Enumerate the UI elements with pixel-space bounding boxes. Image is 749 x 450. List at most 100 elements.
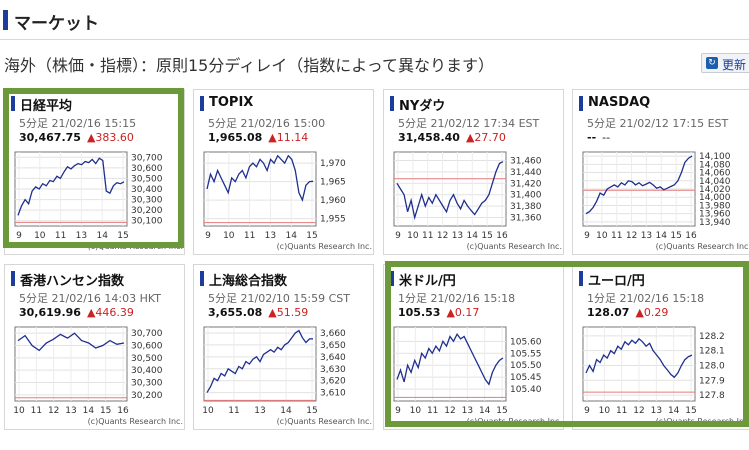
price-value: 105.53 — [398, 306, 441, 319]
x-tick-label: 12 — [626, 231, 637, 241]
x-tick-label: 9 — [584, 231, 590, 241]
market-card[interactable]: TOPIX 5分足 21/02/16 15:00 1,965.08 ▲11.14 1,9… — [193, 89, 374, 255]
card-timestamp: 5分足 21/02/12 17:15 EST — [587, 117, 729, 130]
x-tick-label: 11 — [616, 406, 627, 416]
price-line — [206, 329, 314, 393]
chart-copyright: (c)Quants Research Inc. — [656, 242, 749, 251]
y-tick-label: 30,500 — [131, 174, 163, 184]
card-accent-bar — [200, 271, 204, 286]
x-tick-label: 12 — [48, 406, 59, 416]
chart-copyright: (c)Quants Research Inc. — [467, 417, 562, 426]
y-tick-label: 30,600 — [131, 342, 163, 352]
y-tick-label: 31,400 — [510, 191, 542, 201]
market-card[interactable]: 米ドル/円 1分足 21/02/16 15:18 105.53 ▲0.17 105.60… — [383, 264, 564, 430]
y-tick-label: 105.40 — [510, 385, 542, 395]
section-subheading: 海外（株価・指標）：原則15分ディレイ（指数によって異なります） — [4, 56, 494, 75]
price-value: 128.07 — [587, 306, 630, 319]
chart-copyright: (c)Quants Research Inc. — [88, 242, 183, 251]
y-tick-label: 127.8 — [699, 391, 725, 401]
card-timestamp: 5分足 21/02/10 15:59 CST — [208, 292, 350, 305]
refresh-icon: ↻ — [706, 57, 718, 69]
card-title[interactable]: NASDAQ — [588, 95, 651, 110]
x-tick-label: 14 — [656, 231, 668, 241]
x-tick-label: 13 — [452, 231, 463, 241]
x-tick-label: 11 — [244, 231, 255, 241]
y-tick-label: 30,700 — [131, 153, 163, 163]
card-accent-bar — [579, 271, 583, 286]
x-tick-label: 15 — [306, 406, 317, 416]
price-line — [206, 154, 314, 203]
y-tick-label: 3,660 — [320, 329, 346, 339]
x-tick-label: 14 — [96, 231, 108, 241]
market-card[interactable]: 上海総合指数 5分足 21/02/10 15:59 CST 3,655.08 ▲51.… — [193, 264, 374, 430]
price-chart: 128.2 128.1 128.0 127.9 127.8 9 10 11 12 13 14 15(c… — [582, 326, 749, 426]
market-card[interactable]: 香港ハンセン指数 5分足 21/02/16 14:03 HKT 30,619.96 ▲… — [4, 264, 185, 430]
x-tick-label: 16 — [685, 231, 697, 241]
x-tick-label: 15 — [117, 231, 128, 241]
chart-copyright: (c)Quants Research Inc. — [88, 417, 183, 426]
y-tick-label: 128.2 — [699, 332, 725, 342]
y-tick-label: 31,360 — [510, 213, 542, 223]
y-tick-label: 127.9 — [699, 376, 725, 386]
header-accent-bar — [3, 10, 8, 30]
card-accent-bar — [200, 96, 204, 111]
x-tick-label: 9 — [16, 231, 22, 241]
price-change: ▲446.39 — [86, 306, 134, 319]
x-tick-label: 11 — [31, 406, 42, 416]
x-tick-label: 14 — [479, 406, 491, 416]
market-card[interactable]: 日経平均 5分足 21/02/16 15:15 30,467.75 ▲383.60 30… — [4, 89, 185, 255]
x-tick-label: 13 — [254, 406, 265, 416]
x-tick-label: 14 — [467, 231, 479, 241]
chart-copyright: (c)Quants Research Inc. — [656, 417, 749, 426]
price-change: ▲27.70 — [465, 131, 506, 144]
card-price: 1,965.08 ▲11.14 — [208, 131, 308, 144]
price-chart: 30,70030,60030,50030,40030,30030,20030,1… — [14, 151, 183, 251]
market-card[interactable]: ユーロ/円 1分足 21/02/16 15:18 128.07 ▲0.29 128.2 1… — [572, 264, 749, 430]
update-button-label: 更新 — [722, 58, 747, 72]
price-value: 3,655.08 — [208, 306, 263, 319]
price-chart: 3,660 3,650 3,640 3,630 3,620 3,610 10 11 13 14 15… — [202, 326, 372, 426]
x-tick-label: 10 — [223, 231, 235, 241]
card-title[interactable]: 日経平均 — [20, 99, 73, 114]
x-tick-label: 10 — [410, 406, 422, 416]
y-tick-label: 14,040 — [699, 177, 731, 187]
price-line — [396, 332, 504, 386]
price-chart: 1,970 1,965 1,960 1,955 9 10 11 13 14 15(c)Quants… — [203, 151, 372, 251]
price-value: 31,458.40 — [398, 131, 460, 144]
y-tick-label: 1,965 — [320, 178, 346, 188]
x-tick-label: 15 — [670, 231, 681, 241]
card-title[interactable]: 米ドル/円 — [399, 274, 456, 289]
card-title[interactable]: TOPIX — [209, 95, 254, 110]
y-tick-label: 30,200 — [131, 206, 163, 216]
y-tick-label: 30,300 — [131, 196, 163, 206]
card-title[interactable]: 上海総合指数 — [209, 274, 288, 289]
price-change: ▲11.14 — [268, 131, 309, 144]
price-change: ▲51.59 — [268, 306, 309, 319]
price-line — [585, 155, 693, 215]
card-timestamp: 5分足 21/02/12 17:34 EST — [398, 117, 540, 130]
y-tick-label: 105.50 — [510, 361, 542, 371]
y-tick-label: 3,650 — [320, 341, 346, 351]
card-title[interactable]: NYダウ — [399, 99, 446, 114]
card-price: 30,619.96 ▲446.39 — [19, 306, 134, 319]
price-change: ▲383.60 — [86, 131, 134, 144]
card-price: 128.07 ▲0.29 — [587, 306, 668, 319]
update-button[interactable]: ↻ 更新 — [701, 53, 749, 73]
price-value: -- — [587, 131, 597, 144]
price-line — [17, 157, 125, 216]
market-card[interactable]: NASDAQ 5分足 21/02/12 17:15 EST -- -- 14,100 14… — [572, 89, 749, 255]
x-tick-label: 11 — [427, 406, 438, 416]
market-card[interactable]: NYダウ 5分足 21/02/12 17:34 EST 31,458.40 ▲27.7… — [383, 89, 564, 255]
x-tick-label: 10 — [596, 231, 608, 241]
price-value: 30,619.96 — [19, 306, 81, 319]
x-tick-label: 14 — [83, 406, 95, 416]
x-tick-label: 13 — [76, 231, 87, 241]
card-title[interactable]: ユーロ/円 — [588, 274, 645, 289]
x-tick-label: 16 — [117, 406, 129, 416]
x-tick-label: 12 — [633, 406, 644, 416]
y-tick-label: 3,620 — [320, 377, 346, 387]
card-timestamp: 1分足 21/02/16 15:18 — [398, 292, 516, 305]
x-tick-label: 14 — [280, 406, 292, 416]
card-title[interactable]: 香港ハンセン指数 — [20, 274, 125, 289]
x-tick-label: 15 — [100, 406, 111, 416]
